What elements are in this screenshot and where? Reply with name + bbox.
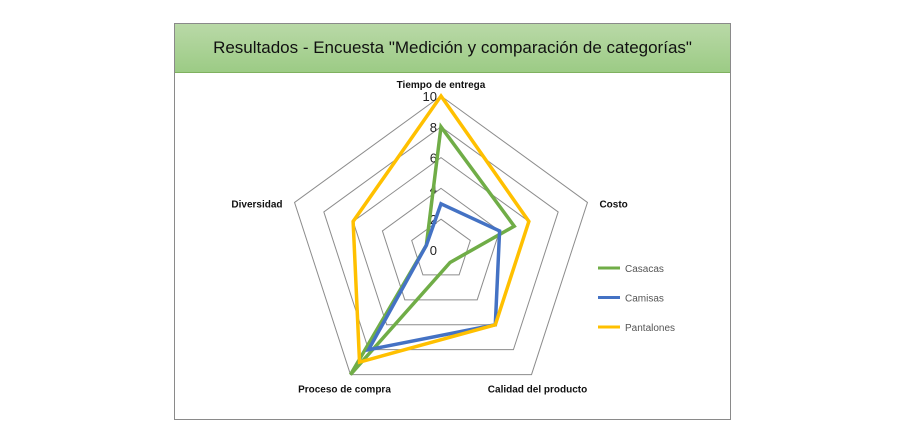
category-label: Calidad del producto [488,385,587,396]
legend-label: Camisas [625,294,664,305]
category-label: Costo [599,199,627,210]
tick-label: 10 [423,89,437,104]
series-casacas [348,122,517,376]
grid-ring [352,156,530,326]
grid-ring [411,218,471,276]
grid-ring [381,187,501,301]
category-label: Proceso de compra [298,385,391,396]
tick-label: 8 [430,120,437,135]
legend-label: Pantalones [625,323,675,334]
series-camisas [365,201,502,353]
category-label: Diversidad [231,199,282,210]
category-label: Tiempo de entrega [397,80,486,91]
grid-ring [293,95,589,376]
series-pantalones [351,92,531,365]
chart-title: Resultados - Encuesta "Medición y compar… [175,24,730,73]
tick-label: 2 [430,212,437,227]
legend-label: Casacas [625,264,664,275]
tick-label: 6 [430,151,437,166]
chart-area: Resultados - Encuesta "Medición y compar… [174,23,731,420]
tick-label: 0 [430,243,437,258]
grid-ring [323,126,559,351]
